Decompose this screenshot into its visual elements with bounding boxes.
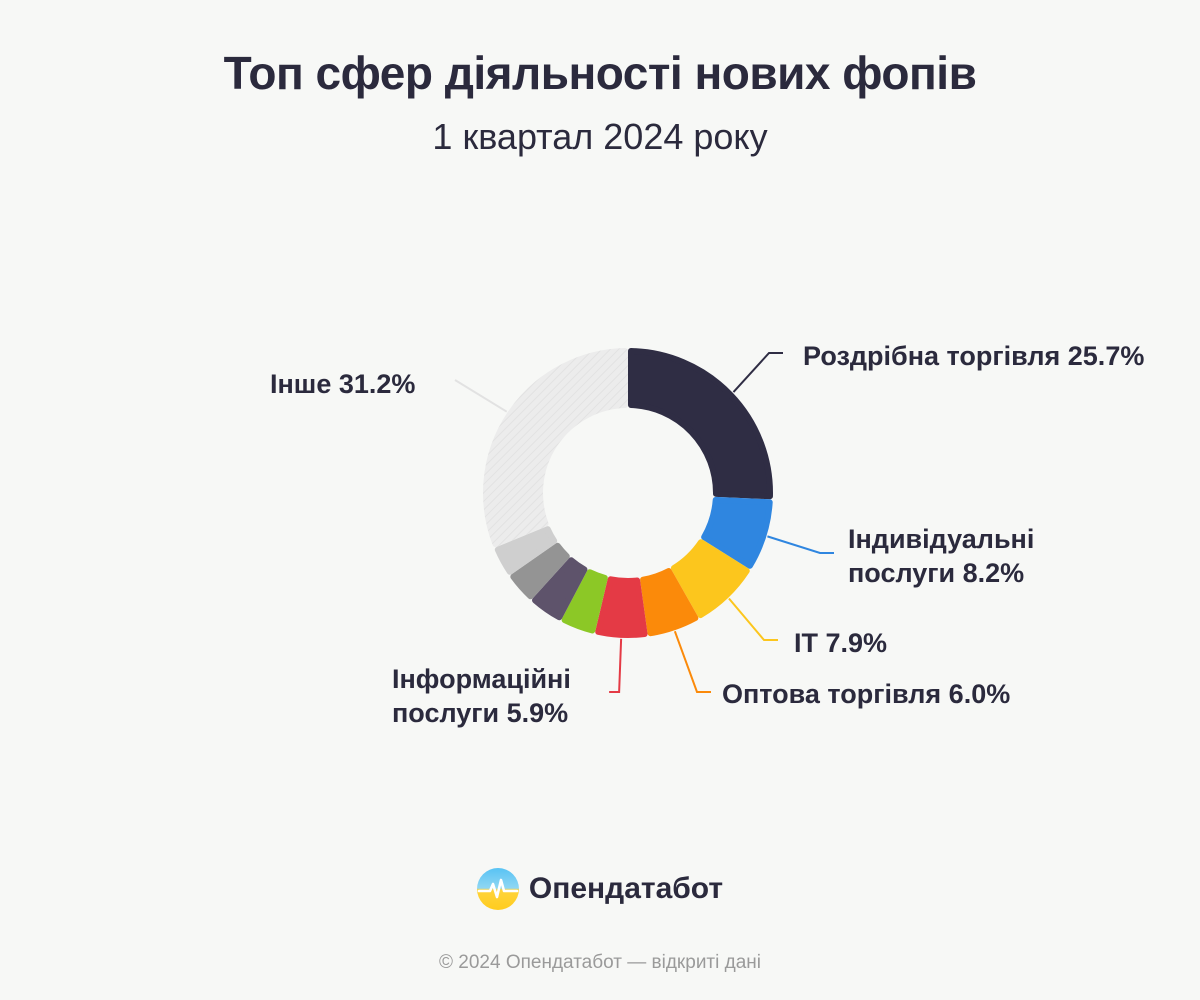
slice-small-4 [494,526,558,575]
slice-other [483,348,629,548]
slice-label-information-services: Інформаційні послуги 5.9% [392,664,571,728]
slice-information-services [595,576,648,638]
opendatabot-logo-icon [476,868,519,910]
leader-line-individual-services [767,535,834,554]
leader-line-retail [732,352,783,393]
leader-line-wholesale [673,630,711,693]
slice-it [670,539,750,619]
slice-individual-services [701,496,773,569]
slice-label-retail: Роздрібна торгівля 25.7% [803,341,1145,371]
leader-line-it [728,597,778,641]
chart-title: Топ сфер діяльності нових фопів [223,47,977,99]
slice-label-wholesale: Оптова торгівля 6.0% [722,679,1011,709]
slice-wholesale [640,568,699,637]
footer-copyright: © 2024 Опендатабот — відкриті дані [439,952,761,973]
chart-subtitle: 1 квартал 2024 року [432,116,768,157]
leader-line-other [454,379,508,413]
slice-label-other: Інше 31.2% [270,369,416,399]
slice-small-1 [561,569,608,634]
leader-line-information-services [609,638,623,693]
slice-small-2 [532,557,588,621]
slice-small-3 [510,542,570,600]
slice-label-individual-services: Індивідуальні послуги 8.2% [848,524,1035,588]
brand: Опендатабот [0,868,1200,910]
brand-name: Опендатабот [528,872,724,905]
slice-retail [627,348,773,500]
slice-label-it: ІТ 7.9% [794,628,888,658]
